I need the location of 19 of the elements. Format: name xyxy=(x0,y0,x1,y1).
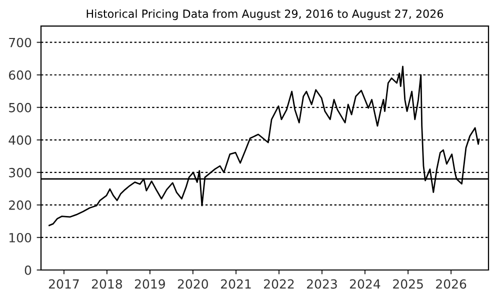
y-tick-label: 600 xyxy=(8,70,32,80)
x-tick-label: 2023 xyxy=(306,279,337,289)
x-tick-label: 2017 xyxy=(48,279,79,289)
x-tick-label: 2018 xyxy=(92,279,122,289)
y-tick-label: 200 xyxy=(9,200,32,210)
y-tick-label: 700 xyxy=(9,38,32,48)
x-tick-label: 2026 xyxy=(436,279,466,289)
y-tick-label: 400 xyxy=(8,135,32,145)
x-tick-label: 2024 xyxy=(350,279,380,289)
y-tick-label: 0 xyxy=(24,265,32,275)
x-tick-label: 2020 xyxy=(178,279,208,289)
y-tick-label: 100 xyxy=(9,232,32,242)
x-tick-label: 2021 xyxy=(221,279,251,289)
y-tick-label: 300 xyxy=(9,168,32,178)
y-tick-label: 500 xyxy=(9,102,32,112)
chart-title: Historical Pricing Data from August 29, 2016 to August 27, 2026 xyxy=(86,9,444,20)
x-tick-label: 2022 xyxy=(264,279,294,289)
x-tick-label: 2019 xyxy=(134,279,165,289)
x-tick-label: 2025 xyxy=(393,279,423,289)
